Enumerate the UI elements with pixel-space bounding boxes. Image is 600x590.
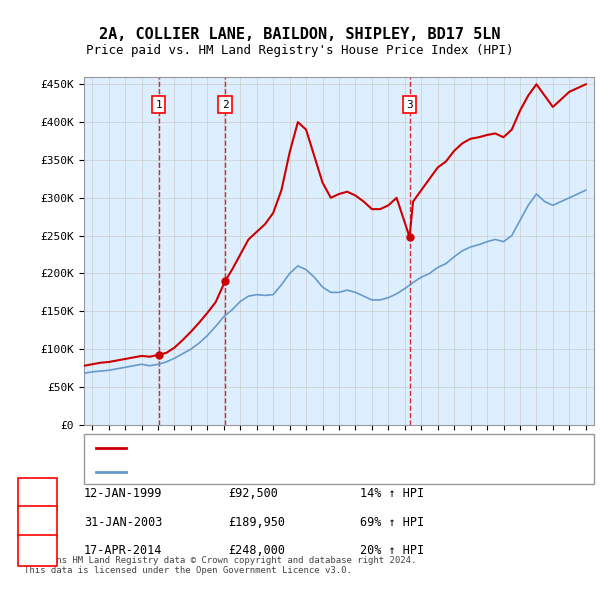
Text: Price paid vs. HM Land Registry's House Price Index (HPI): Price paid vs. HM Land Registry's House … <box>86 44 514 57</box>
Text: HPI: Average price, detached house, Bradford: HPI: Average price, detached house, Brad… <box>132 467 407 477</box>
Text: 14% ↑ HPI: 14% ↑ HPI <box>360 487 424 500</box>
Text: 3: 3 <box>34 546 41 555</box>
Text: 1: 1 <box>34 489 41 499</box>
Text: 2: 2 <box>34 517 41 527</box>
Text: 2A, COLLIER LANE, BAILDON, SHIPLEY, BD17 5LN: 2A, COLLIER LANE, BAILDON, SHIPLEY, BD17… <box>99 27 501 41</box>
Text: 1: 1 <box>155 100 162 110</box>
Text: 69% ↑ HPI: 69% ↑ HPI <box>360 516 424 529</box>
Text: £248,000: £248,000 <box>228 544 285 557</box>
Text: 3: 3 <box>406 100 413 110</box>
Text: 31-JAN-2003: 31-JAN-2003 <box>84 516 163 529</box>
Text: £92,500: £92,500 <box>228 487 278 500</box>
Text: Contains HM Land Registry data © Crown copyright and database right 2024.
This d: Contains HM Land Registry data © Crown c… <box>24 556 416 575</box>
Text: 20% ↑ HPI: 20% ↑ HPI <box>360 544 424 557</box>
Text: £189,950: £189,950 <box>228 516 285 529</box>
Text: 2A, COLLIER LANE, BAILDON, SHIPLEY, BD17 5LN (detached house): 2A, COLLIER LANE, BAILDON, SHIPLEY, BD17… <box>132 444 513 453</box>
Text: 12-JAN-1999: 12-JAN-1999 <box>84 487 163 500</box>
Text: 17-APR-2014: 17-APR-2014 <box>84 544 163 557</box>
Text: 2: 2 <box>222 100 229 110</box>
